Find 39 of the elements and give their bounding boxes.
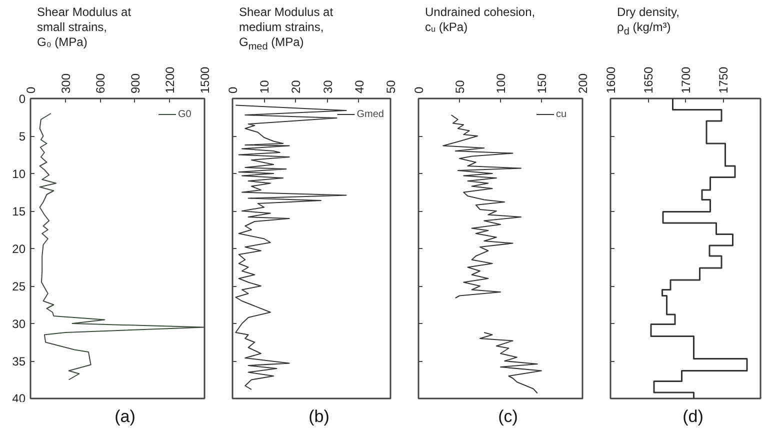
y-tick-label: 20	[12, 242, 26, 256]
x-tick-label: 100	[494, 73, 508, 94]
x-tick-label: 50	[384, 80, 398, 94]
x-tick-label: 30	[320, 80, 335, 94]
text: (a)	[114, 407, 136, 427]
x-tick-label: 1500	[198, 66, 212, 94]
x-tick-label: 1600	[604, 66, 618, 94]
legend-label: Gmed	[356, 108, 384, 120]
x-tick-label: 600	[94, 73, 108, 94]
x-tick-label: 0	[412, 86, 426, 94]
x-tick-label: 1700	[679, 66, 693, 94]
x-tick-label: 1650	[642, 66, 656, 94]
text: (d)	[682, 407, 704, 427]
x-tick-label: 0	[226, 86, 240, 94]
y-tick-label: 10	[12, 167, 26, 181]
legend-label: G0	[178, 108, 192, 120]
x-tick-label: 40	[352, 80, 366, 94]
x-tick-label: 20	[289, 80, 304, 94]
y-tick-label: 5	[18, 130, 26, 144]
text: (b)	[308, 407, 330, 427]
y-tick-label: 30	[12, 317, 26, 331]
x-tick-label: 900	[128, 73, 142, 94]
chart-title: Shear Modulus at small strains, G₀ (MPa)	[37, 5, 132, 50]
x-tick-label: 50	[453, 80, 467, 94]
x-tick-label: 0	[24, 86, 38, 94]
x-tick-label: 1200	[163, 66, 178, 94]
y-tick-label: 25	[12, 280, 26, 294]
x-tick-label: 200	[576, 73, 590, 94]
legend-label: cu	[556, 108, 568, 120]
x-tick-label: 150	[535, 73, 549, 94]
chart-title: Dry density, ρ$_{d}$ (kg/m³)	[617, 5, 680, 40]
y-tick-label: 35	[12, 354, 26, 368]
x-tick-label: 10	[258, 80, 272, 94]
text: (c)	[498, 407, 518, 427]
y-tick-label: 15	[12, 204, 26, 218]
chart-title: Undrained cohesion, cᵤ (kPa)	[425, 5, 536, 35]
chart-title: Shear Modulus at medium strains, G$_{med}$ (MPa)	[239, 5, 334, 54]
x-tick-label: 300	[58, 73, 73, 94]
x-tick-label: 1750	[716, 66, 730, 94]
